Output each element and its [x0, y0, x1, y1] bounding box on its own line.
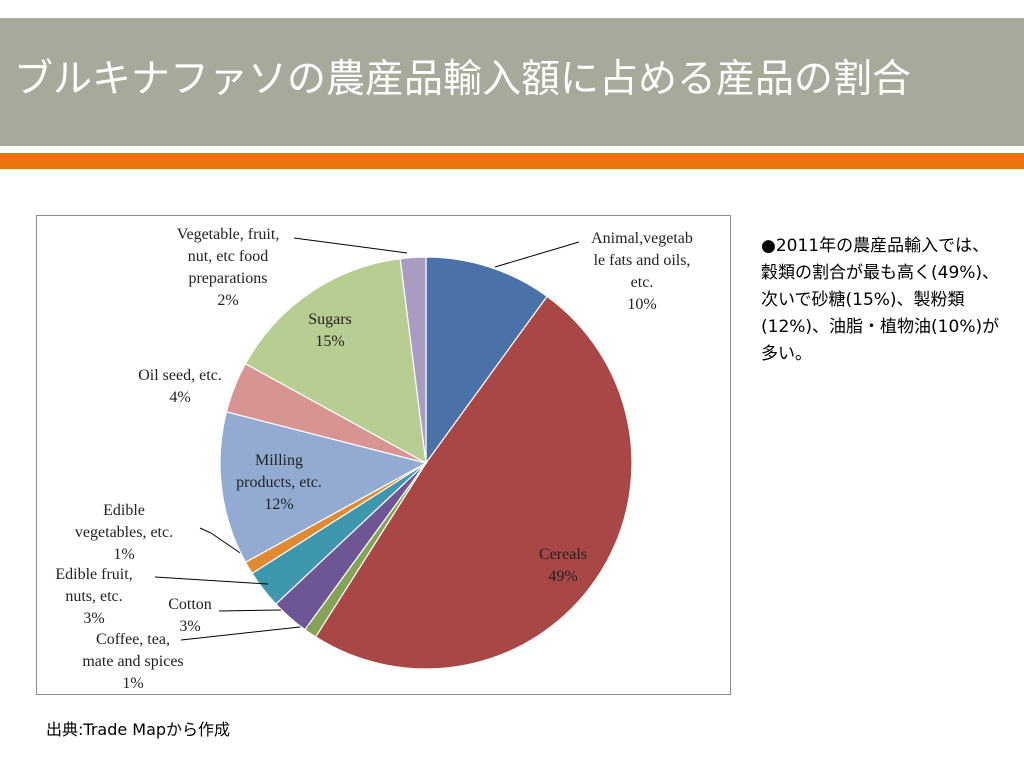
- slice-label-text: preparations: [188, 270, 268, 287]
- slice-label-text: vegetables, etc.: [74, 524, 174, 541]
- slice-percent: 2%: [217, 292, 239, 309]
- pie-slice-0: [425, 256, 548, 465]
- slice-percent: 12%: [264, 496, 294, 513]
- slice-label-text: Animal,vegetab: [591, 230, 693, 247]
- slice-percent: 3%: [179, 618, 201, 635]
- pie-slice-8: [244, 257, 427, 465]
- slice-label-text: Cotton: [168, 596, 212, 613]
- slice-percent: 1%: [113, 546, 135, 563]
- slice-label-4: Edible fruit, nuts, etc. 3%: [55, 564, 132, 630]
- slice-percent: 10%: [627, 296, 657, 313]
- slice-label-text: Coffee, tea,: [96, 631, 170, 648]
- slice-percent: 3%: [83, 610, 105, 627]
- slice-label-text: Vegetable, fruit,: [176, 226, 280, 243]
- slice-percent: 15%: [315, 333, 345, 350]
- slice-label-text: nut, etc food: [187, 248, 269, 265]
- title-bar: [0, 18, 1024, 146]
- slice-label-text: products, etc.: [236, 474, 322, 491]
- slice-label-text: Milling: [254, 452, 303, 469]
- slice-label-7: Oil seed, etc. 4%: [138, 365, 222, 409]
- pie-chart: Animal,vegetab le fats and oils, etc. 10% Ce…: [36, 215, 731, 695]
- slice-label-8: Sugars 15%: [308, 309, 352, 353]
- slice-label-text: Cereals: [539, 546, 587, 563]
- pie-slice-1: [314, 295, 633, 670]
- slice-label-5: Edible vegetables, etc. 1%: [75, 500, 173, 566]
- pie-chart-svg: [154, 237, 633, 670]
- slice-label-text: Oil seed, etc.: [138, 367, 222, 384]
- source-citation: 出典:Trade Mapから作成: [46, 720, 231, 739]
- leader-line-3: [218, 609, 282, 612]
- slice-label-text: Edible fruit,: [55, 566, 133, 583]
- summary-note: ●2011年の農産品輸入では、穀類の割合が最も高く(49%)、次いで砂糖(15%…: [761, 236, 1000, 364]
- slice-label-2: Coffee, tea, mate and spices 1%: [82, 629, 183, 695]
- slice-percent: 49%: [548, 568, 578, 585]
- slice-percent: 4%: [169, 389, 191, 406]
- slice-label-6: Milling products, etc. 12%: [236, 450, 322, 516]
- slice-label-text: Sugars: [308, 311, 352, 328]
- slice-label-text: le fats and oils,: [593, 252, 691, 269]
- slice-label-text: nuts, etc.: [65, 588, 123, 605]
- slice-percent: 1%: [122, 675, 144, 692]
- slice-label-1: Cereals 49%: [539, 544, 587, 588]
- leader-line-4: [154, 576, 269, 585]
- slice-label-3: Cotton 3%: [168, 594, 212, 638]
- slice-label-text: etc.: [630, 274, 654, 291]
- page-title: ブルキナファソの農産品輸入額に占める産品の割合: [14, 57, 912, 102]
- leader-line-0: [494, 241, 580, 268]
- pie-slice-6: [219, 411, 428, 564]
- slice-label-text: Edible: [103, 502, 145, 519]
- accent-divider: [0, 153, 1024, 169]
- slice-label-text: mate and spices: [82, 653, 184, 670]
- slice-label-0: Animal,vegetab le fats and oils, etc. 10%: [591, 228, 693, 316]
- leader-line-5: [199, 527, 250, 560]
- leader-line-2: [180, 625, 310, 641]
- slice-label-9: Vegetable, fruit, nut, etc food preparatio…: [177, 224, 280, 312]
- pie-slice-9: [399, 256, 427, 464]
- leader-line-9: [293, 237, 408, 254]
